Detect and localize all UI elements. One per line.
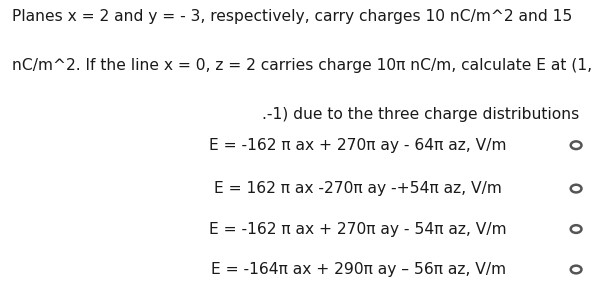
Text: E = -164π ax + 290π ay – 56π az, V/m: E = -164π ax + 290π ay – 56π az, V/m (211, 262, 506, 277)
Text: E = 162 π ax -270π ay -+54π az, V/m: E = 162 π ax -270π ay -+54π az, V/m (214, 181, 502, 196)
Text: Planes x = 2 and y = - 3, respectively, carry charges 10 nC/m^2 and 15: Planes x = 2 and y = - 3, respectively, … (12, 9, 573, 24)
Text: .-1) due to the three charge distributions: .-1) due to the three charge distributio… (262, 107, 579, 122)
Text: nC/m^2. If the line x = 0, z = 2 carries charge 10π nC/m, calculate E at (1, 1,: nC/m^2. If the line x = 0, z = 2 carries… (12, 58, 597, 73)
Text: E = -162 π ax + 270π ay - 54π az, V/m: E = -162 π ax + 270π ay - 54π az, V/m (210, 222, 507, 236)
Text: E = -162 π ax + 270π ay - 64π az, V/m: E = -162 π ax + 270π ay - 64π az, V/m (210, 138, 507, 153)
